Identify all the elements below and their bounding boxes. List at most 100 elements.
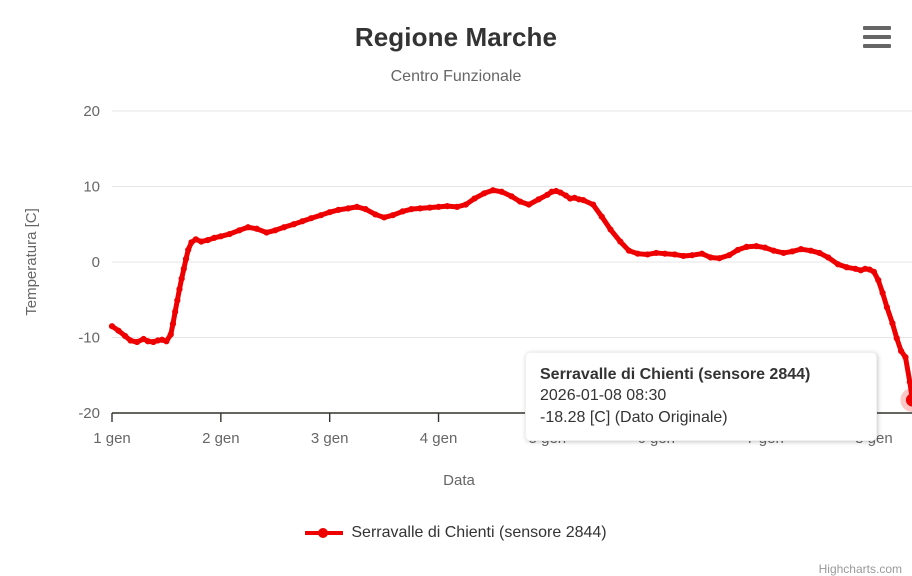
data-point[interactable] (761, 244, 769, 251)
data-point[interactable] (236, 227, 243, 234)
data-point[interactable] (680, 252, 687, 260)
data-point[interactable] (326, 209, 333, 216)
data-point[interactable] (753, 243, 760, 250)
data-point[interactable] (127, 337, 134, 344)
data-point[interactable] (902, 354, 909, 361)
data-point[interactable] (169, 320, 177, 328)
data-point[interactable] (335, 206, 342, 214)
data-point[interactable] (743, 243, 750, 250)
data-point[interactable] (734, 246, 741, 254)
data-point[interactable] (617, 238, 624, 245)
data-point[interactable] (797, 246, 805, 253)
data-point[interactable] (653, 249, 660, 257)
data-point[interactable] (399, 208, 406, 215)
data-point[interactable] (163, 338, 170, 345)
data-point[interactable] (362, 206, 369, 213)
data-point[interactable] (689, 252, 696, 259)
data-point[interactable] (381, 214, 388, 221)
data-point[interactable] (198, 238, 205, 245)
data-point[interactable] (453, 203, 461, 210)
data-point[interactable] (807, 247, 814, 254)
data-point[interactable] (875, 277, 882, 284)
data-point[interactable] (244, 224, 252, 231)
data-point[interactable] (598, 213, 605, 220)
data-point[interactable] (444, 203, 451, 210)
data-point[interactable] (178, 275, 185, 282)
hamburger-menu-icon[interactable] (860, 22, 894, 52)
data-point[interactable] (272, 227, 279, 234)
data-point[interactable] (580, 196, 587, 204)
data-point[interactable] (174, 297, 181, 304)
data-point[interactable] (217, 233, 224, 240)
legend-item-serravalle[interactable]: Serravalle di Chienti (sensore 2844) (0, 524, 912, 542)
data-point[interactable] (698, 250, 706, 257)
data-point[interactable] (898, 347, 905, 355)
data-point[interactable] (517, 198, 524, 205)
data-point[interactable] (852, 265, 859, 272)
data-point[interactable] (317, 212, 325, 219)
data-point[interactable] (226, 230, 233, 238)
data-point[interactable] (345, 205, 352, 212)
data-point[interactable] (372, 211, 379, 218)
data-point[interactable] (589, 201, 597, 208)
data-point[interactable] (644, 251, 651, 258)
data-point[interactable] (825, 254, 832, 261)
data-point[interactable] (625, 247, 633, 254)
data-point[interactable] (416, 205, 424, 212)
data-point[interactable] (481, 190, 488, 197)
data-point[interactable] (726, 252, 733, 259)
data-point[interactable] (290, 221, 297, 228)
data-point[interactable] (389, 212, 396, 219)
data-point[interactable] (180, 265, 187, 272)
data-point[interactable] (870, 268, 878, 275)
data-point[interactable] (834, 261, 842, 268)
data-point[interactable] (843, 264, 850, 271)
data-point[interactable] (115, 327, 122, 334)
data-point[interactable] (498, 188, 505, 195)
data-point[interactable] (426, 204, 433, 211)
data-point[interactable] (544, 191, 551, 198)
data-point[interactable] (789, 248, 796, 255)
data-point[interactable] (661, 250, 669, 257)
data-point[interactable] (435, 203, 442, 210)
data-point[interactable] (253, 225, 260, 232)
data-point[interactable] (883, 304, 891, 311)
hovered-data-point[interactable] (905, 393, 912, 407)
data-point[interactable] (535, 196, 542, 203)
data-point[interactable] (263, 229, 270, 236)
data-point[interactable] (780, 249, 787, 257)
data-point[interactable] (716, 255, 723, 262)
data-point[interactable] (707, 254, 714, 261)
data-point[interactable] (353, 203, 360, 210)
data-point[interactable] (471, 195, 478, 202)
data-point[interactable] (172, 308, 179, 315)
data-point[interactable] (508, 193, 515, 200)
data-point[interactable] (906, 378, 912, 386)
data-point[interactable] (204, 237, 211, 244)
data-point[interactable] (176, 286, 183, 293)
data-point[interactable] (634, 250, 641, 257)
data-point[interactable] (185, 246, 192, 254)
data-point[interactable] (192, 236, 199, 243)
data-point[interactable] (525, 201, 532, 208)
data-point[interactable] (108, 323, 116, 330)
data-point[interactable] (816, 249, 823, 257)
data-point[interactable] (562, 192, 569, 199)
data-point[interactable] (408, 206, 415, 213)
data-point[interactable] (893, 335, 900, 342)
data-point[interactable] (121, 332, 129, 340)
data-point[interactable] (879, 289, 886, 297)
data-point[interactable] (607, 226, 614, 233)
data-point[interactable] (182, 255, 190, 263)
data-point[interactable] (889, 320, 896, 327)
data-point[interactable] (211, 234, 218, 241)
data-point[interactable] (280, 224, 288, 231)
data-point[interactable] (144, 338, 152, 345)
data-point[interactable] (188, 239, 195, 246)
data-point[interactable] (671, 251, 678, 258)
data-point[interactable] (299, 218, 306, 225)
data-point[interactable] (167, 331, 174, 338)
data-point[interactable] (557, 189, 564, 196)
data-point[interactable] (133, 338, 141, 346)
